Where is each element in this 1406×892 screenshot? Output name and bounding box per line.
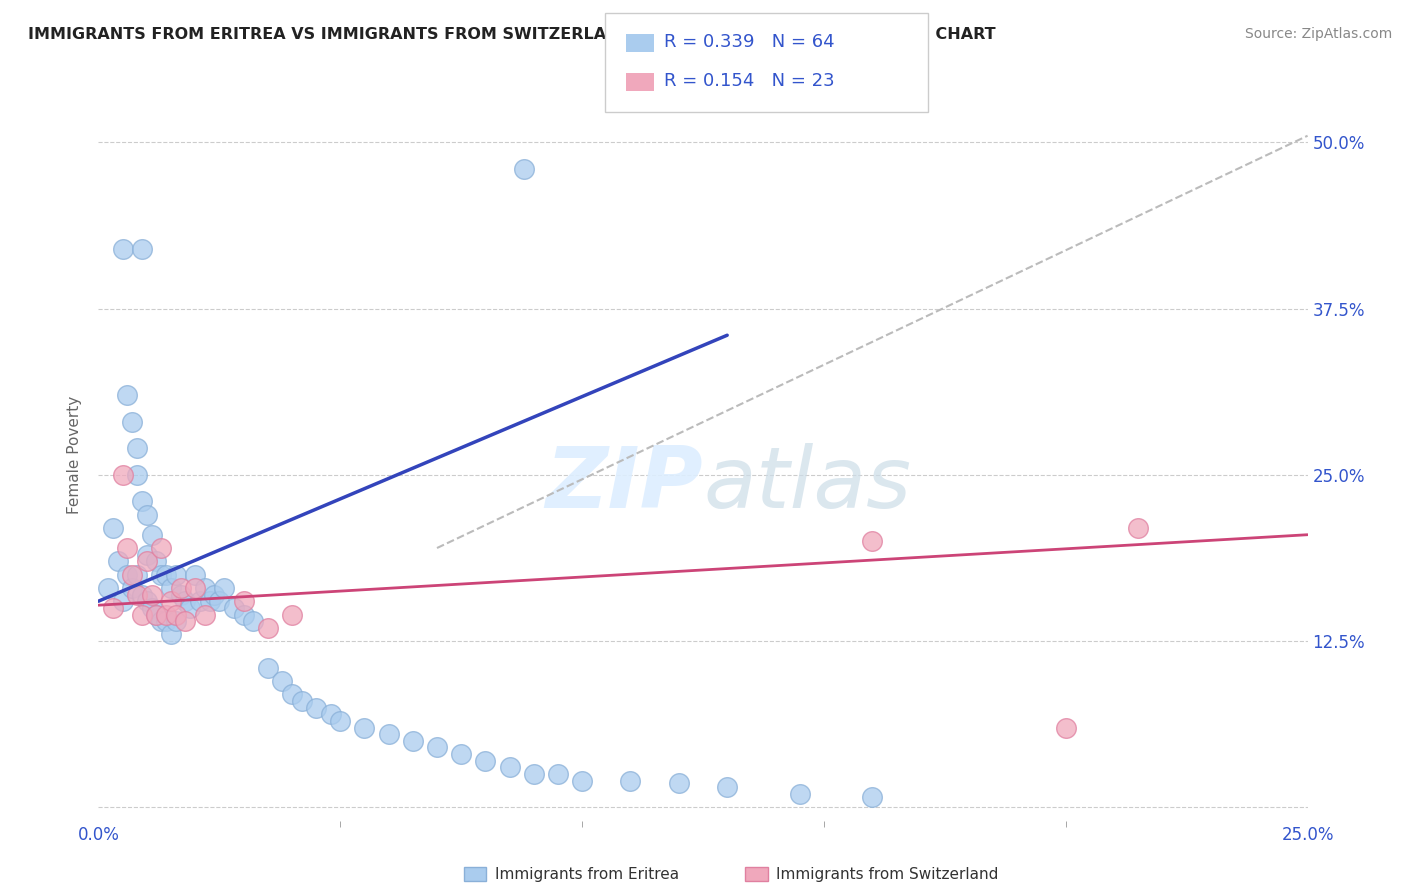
Point xyxy=(127,467,149,482)
Point xyxy=(169,588,191,602)
Text: ZIP: ZIP xyxy=(546,442,703,525)
Point xyxy=(860,789,883,804)
Point xyxy=(131,242,153,256)
Point xyxy=(619,773,641,788)
Point xyxy=(194,581,217,595)
Point xyxy=(523,767,546,781)
Text: atlas: atlas xyxy=(703,442,911,525)
Point xyxy=(117,567,139,582)
Point xyxy=(121,581,143,595)
Point xyxy=(498,760,520,774)
Point xyxy=(135,594,157,608)
Point xyxy=(377,727,399,741)
Point xyxy=(155,614,177,628)
Point xyxy=(319,707,342,722)
Point xyxy=(547,767,569,781)
Point xyxy=(789,787,811,801)
Y-axis label: Female Poverty: Female Poverty xyxy=(67,396,83,514)
Point xyxy=(184,567,207,582)
Point xyxy=(474,754,496,768)
Point xyxy=(135,508,157,522)
Point xyxy=(198,594,221,608)
Point xyxy=(160,594,183,608)
Point xyxy=(121,567,143,582)
Point xyxy=(160,627,183,641)
Point xyxy=(127,567,149,582)
Point xyxy=(290,694,312,708)
Point xyxy=(165,567,187,582)
Point xyxy=(232,594,254,608)
Point xyxy=(353,721,375,735)
Text: IMMIGRANTS FROM ERITREA VS IMMIGRANTS FROM SWITZERLAND FEMALE POVERTY CORRELATIO: IMMIGRANTS FROM ERITREA VS IMMIGRANTS FR… xyxy=(28,27,995,42)
Point xyxy=(150,614,173,628)
Point xyxy=(127,442,149,456)
Point xyxy=(571,773,593,788)
Point xyxy=(256,621,278,635)
Point xyxy=(271,673,294,688)
Point xyxy=(107,554,129,568)
Point xyxy=(145,607,167,622)
Point xyxy=(111,594,134,608)
Point xyxy=(1054,721,1077,735)
Point xyxy=(135,554,157,568)
Point xyxy=(111,467,134,482)
Point xyxy=(222,600,245,615)
Point xyxy=(194,607,217,622)
Point xyxy=(165,614,187,628)
Point xyxy=(450,747,472,761)
Point xyxy=(141,588,163,602)
Point xyxy=(513,161,536,176)
Point xyxy=(329,714,352,728)
Point xyxy=(155,607,177,622)
Point xyxy=(179,600,201,615)
Point xyxy=(127,588,149,602)
Point xyxy=(208,594,231,608)
Text: Immigrants from Switzerland: Immigrants from Switzerland xyxy=(776,867,998,881)
Point xyxy=(305,700,328,714)
Point xyxy=(165,607,187,622)
Point xyxy=(117,388,139,402)
Point xyxy=(97,581,120,595)
Point xyxy=(426,740,449,755)
Point xyxy=(135,548,157,562)
Point xyxy=(121,415,143,429)
Point xyxy=(169,581,191,595)
Point xyxy=(111,242,134,256)
Point xyxy=(232,607,254,622)
Point xyxy=(131,607,153,622)
Text: Immigrants from Eritrea: Immigrants from Eritrea xyxy=(495,867,679,881)
Point xyxy=(256,661,278,675)
Text: R = 0.154   N = 23: R = 0.154 N = 23 xyxy=(664,72,834,90)
Point xyxy=(101,600,124,615)
Point xyxy=(145,607,167,622)
Text: Source: ZipAtlas.com: Source: ZipAtlas.com xyxy=(1244,27,1392,41)
Point xyxy=(145,554,167,568)
Point xyxy=(281,687,304,701)
Point xyxy=(281,607,304,622)
Point xyxy=(174,614,197,628)
Point xyxy=(184,581,207,595)
Point xyxy=(150,541,173,555)
Point xyxy=(402,734,425,748)
Point xyxy=(141,600,163,615)
Point xyxy=(204,588,226,602)
Point xyxy=(141,527,163,541)
Text: R = 0.339   N = 64: R = 0.339 N = 64 xyxy=(664,33,834,51)
Point xyxy=(101,521,124,535)
Point xyxy=(242,614,264,628)
Point xyxy=(188,594,211,608)
Point xyxy=(668,776,690,790)
Point xyxy=(1128,521,1150,535)
Point xyxy=(131,588,153,602)
Point xyxy=(117,541,139,555)
Point xyxy=(160,581,183,595)
Point xyxy=(150,567,173,582)
Point xyxy=(174,594,197,608)
Point xyxy=(155,567,177,582)
Point xyxy=(860,534,883,549)
Point xyxy=(716,780,738,795)
Point xyxy=(131,494,153,508)
Point xyxy=(212,581,235,595)
